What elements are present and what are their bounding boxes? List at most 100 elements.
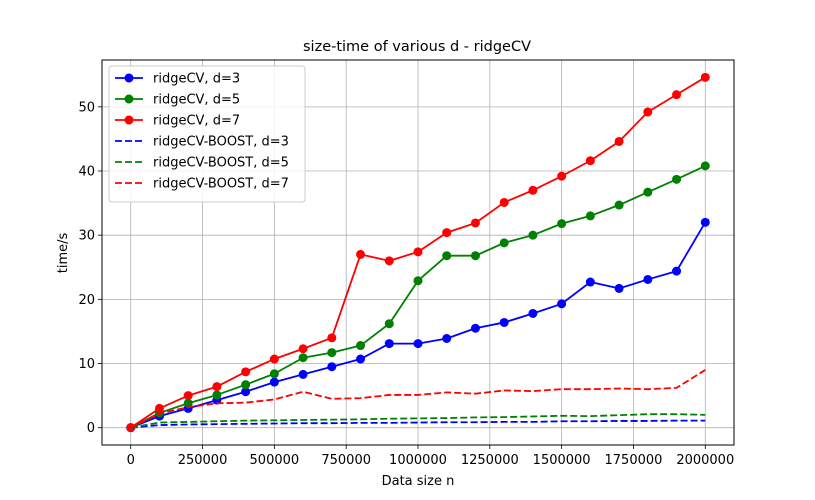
legend-item: ridgeCV-BOOST, d=3 <box>115 135 289 150</box>
data-point <box>585 211 595 221</box>
data-point <box>585 277 595 287</box>
data-point <box>470 323 480 333</box>
legend-label: ridgeCV-BOOST, d=7 <box>153 177 289 192</box>
data-point <box>183 398 193 408</box>
y-tick-label: 20 <box>78 293 95 308</box>
data-point <box>298 353 308 363</box>
data-point <box>557 219 567 229</box>
data-point <box>356 341 366 351</box>
series-3 <box>130 419 706 429</box>
data-point <box>212 390 222 400</box>
series-line <box>130 419 706 429</box>
data-point <box>212 382 222 392</box>
data-point <box>384 339 394 349</box>
legend-marker <box>124 73 134 83</box>
x-axis-ticks: 0 250000 500000 750000 1000000 1250000 1500000… <box>127 445 734 468</box>
data-point <box>700 217 710 227</box>
x-tick-label: 1250000 <box>461 453 519 468</box>
data-point <box>614 200 624 210</box>
x-tick-label: 2000000 <box>676 453 734 468</box>
series-1 <box>126 161 710 433</box>
data-point <box>499 197 509 207</box>
data-point <box>672 266 682 276</box>
data-point <box>327 348 337 358</box>
data-point <box>557 299 567 309</box>
legend-label: ridgeCV, d=7 <box>153 114 240 129</box>
data-point <box>643 187 653 197</box>
x-tick-label: 250000 <box>178 453 228 468</box>
series-line <box>130 369 706 429</box>
data-point <box>442 228 452 238</box>
data-point <box>528 230 538 240</box>
data-point <box>241 380 251 390</box>
data-point <box>384 319 394 329</box>
x-tick-label: 750000 <box>321 453 371 468</box>
y-tick-label: 10 <box>78 357 95 372</box>
data-point <box>269 354 279 364</box>
data-point <box>470 251 480 261</box>
x-tick-label: 0 <box>127 453 135 468</box>
data-point <box>298 369 308 379</box>
legend-item: ridgeCV, d=5 <box>115 93 240 108</box>
data-point <box>413 339 423 349</box>
data-point <box>126 423 136 433</box>
x-tick-label: 500000 <box>250 453 300 468</box>
legend-item: ridgeCV, d=3 <box>115 72 240 87</box>
data-point <box>356 354 366 364</box>
series-5 <box>130 369 706 429</box>
y-tick-label: 0 <box>87 421 95 436</box>
x-tick-label: 1750000 <box>605 453 663 468</box>
legend-label: ridgeCV, d=3 <box>153 72 240 87</box>
data-point <box>327 333 337 343</box>
legend-item: ridgeCV-BOOST, d=7 <box>115 177 289 192</box>
data-point <box>528 308 538 318</box>
data-point <box>154 403 164 413</box>
plot-lines <box>126 72 710 433</box>
data-point <box>614 136 624 146</box>
data-point <box>413 247 423 257</box>
legend-label: ridgeCV-BOOST, d=3 <box>153 135 289 150</box>
data-point <box>700 72 710 82</box>
y-tick-label: 40 <box>78 165 95 180</box>
data-point <box>672 90 682 100</box>
data-point <box>356 249 366 259</box>
data-point <box>614 283 624 293</box>
data-point <box>528 185 538 195</box>
data-point <box>298 344 308 354</box>
data-point <box>442 251 452 261</box>
data-point <box>499 317 509 327</box>
data-point <box>413 276 423 286</box>
y-tick-label: 50 <box>78 100 95 115</box>
x-tick-label: 1000000 <box>389 453 447 468</box>
x-tick-label: 1500000 <box>533 453 591 468</box>
data-point <box>643 274 653 284</box>
data-point <box>241 387 251 397</box>
data-point <box>384 256 394 266</box>
legend-label: ridgeCV, d=5 <box>153 93 240 108</box>
legend: ridgeCV, d=3 ridgeCV, d=5 ridgeCV, d=7 ridg… <box>108 65 306 203</box>
data-point <box>585 156 595 166</box>
data-point <box>643 107 653 117</box>
data-point <box>470 218 480 228</box>
y-axis-ticks: 0 10 20 30 40 50 <box>78 100 102 436</box>
data-point <box>269 369 279 379</box>
y-tick-label: 30 <box>78 229 95 244</box>
legend-label: ridgeCV-BOOST, d=5 <box>153 156 289 171</box>
data-point <box>183 391 193 401</box>
data-point <box>269 377 279 387</box>
series-2 <box>126 72 710 433</box>
legend-marker <box>124 115 134 125</box>
series-line <box>130 413 706 429</box>
x-axis-label: Data size n <box>382 474 455 489</box>
legend-item: ridgeCV, d=7 <box>115 114 240 129</box>
legend-box <box>108 65 306 203</box>
legend-marker <box>124 94 134 104</box>
data-point <box>442 333 452 343</box>
data-point <box>557 171 567 181</box>
data-point <box>700 161 710 171</box>
data-point <box>327 362 337 372</box>
data-point <box>672 174 682 184</box>
data-point <box>499 238 509 248</box>
chart-title: size-time of various d - ridgeCV <box>303 39 531 55</box>
